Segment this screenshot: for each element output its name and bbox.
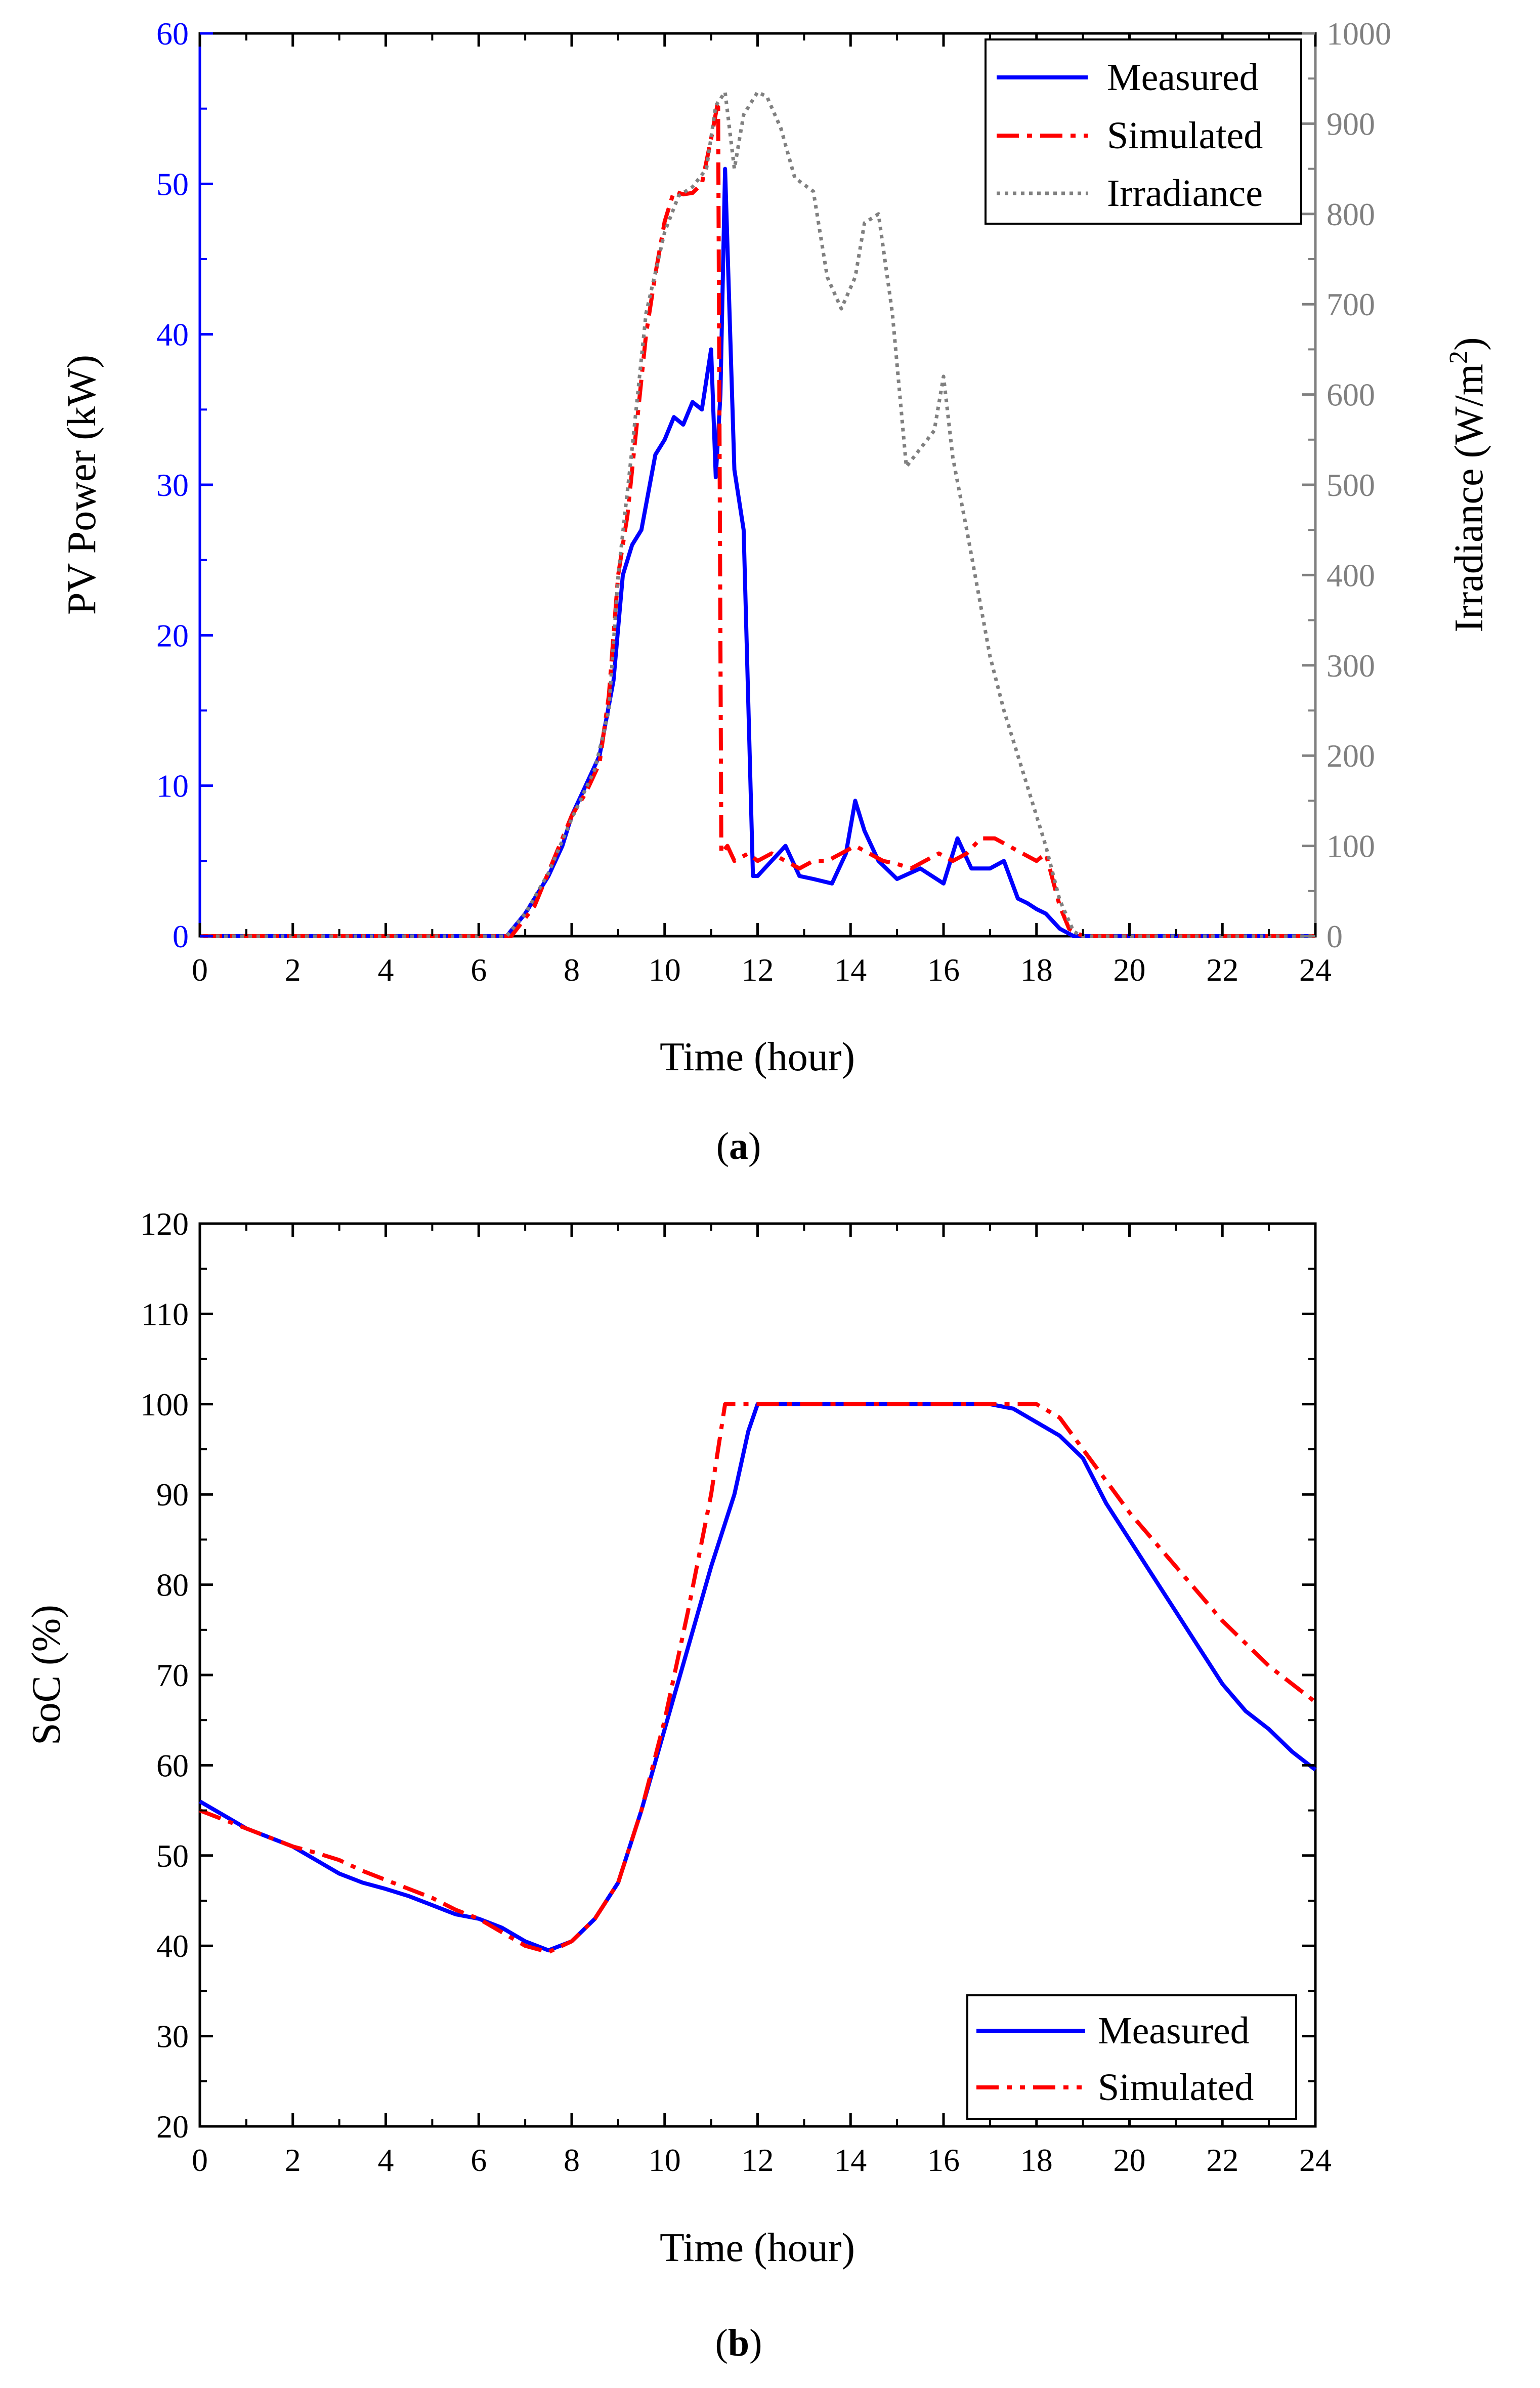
chart-a-x-tick-label: 20 <box>1114 952 1146 988</box>
chart-a-y2-tick-label: 600 <box>1327 377 1375 413</box>
chart-a-x-axis-label: Time (hour) <box>660 1035 855 1079</box>
chart-b-x-tick-label: 24 <box>1299 2142 1332 2178</box>
legend-b-measured-label: Measured <box>1098 2009 1250 2052</box>
chart-a-y-tick-label: 60 <box>156 16 189 52</box>
chart-b-x-tick-label: 20 <box>1114 2142 1146 2178</box>
chart-b-y-tick-label: 90 <box>156 1477 189 1513</box>
chart-a-x-tick-label: 18 <box>1020 952 1053 988</box>
chart-a-y2-tick-label: 0 <box>1327 918 1343 954</box>
chart-a-y-axis-label: PV Power (kW) <box>60 355 104 615</box>
chart-a-y-tick-label: 10 <box>156 768 189 804</box>
chart-b-y-tick-label: 70 <box>156 1657 189 1693</box>
chart-a-y2-tick-label: 900 <box>1327 106 1375 142</box>
chart-a-y2-tick-label: 700 <box>1327 286 1375 322</box>
chart-a-y2-tick-label: 1000 <box>1327 16 1391 52</box>
chart-b-x-tick-label: 2 <box>285 2142 301 2178</box>
chart-b-soc: 0 2 4 6 8 10 12 14 16 18 20 22 24 203040506070809010… <box>24 1206 1332 2364</box>
chart-a-y2-tick-label: 200 <box>1327 738 1375 774</box>
chart-a-legend: Measured Simulated Irradiance <box>985 38 1302 225</box>
chart-b-x-tick-label: 6 <box>470 2142 487 2178</box>
chart-b-x-tick-label: 0 <box>192 2142 208 2178</box>
chart-a-series-simulated-line <box>200 99 1315 938</box>
chart-b-x-tick-label: 18 <box>1020 2142 1053 2178</box>
legend-a-irradiance-label: Irradiance <box>1107 172 1263 215</box>
chart-b-series-measured-line <box>198 1402 1317 1953</box>
chart-a-x-tick-label: 24 <box>1299 952 1332 988</box>
chart-a-x-tick-label: 16 <box>927 952 960 988</box>
chart-b-caption: (b) <box>715 2322 762 2364</box>
chart-b-x-tick-label: 14 <box>834 2142 867 2178</box>
chart-a-x-tick-label: 10 <box>649 952 681 988</box>
chart-b-y-tick-label: 50 <box>156 1838 189 1874</box>
chart-a-y2-tick-label: 300 <box>1327 648 1375 684</box>
chart-a-y2-tick-label: 800 <box>1327 196 1375 232</box>
chart-b-y-tick-label: 40 <box>156 1928 189 1964</box>
chart-b-series-simulated-line <box>199 1402 1317 1954</box>
legend-a-simulated-label: Simulated <box>1107 114 1263 157</box>
chart-a-y-tick-label: 20 <box>156 617 189 653</box>
chart-b-y-tick-label: 120 <box>140 1206 189 1242</box>
chart-b-legend: Measured Simulated <box>966 1994 1297 2120</box>
chart-b-y-tick-label: 110 <box>141 1296 189 1332</box>
chart-a-y-tick-label: 40 <box>156 317 189 353</box>
chart-b-x-tick-label: 4 <box>378 2142 394 2178</box>
chart-b-y-tick-label: 80 <box>156 1567 189 1603</box>
chart-b-legend-box <box>966 1994 1297 2120</box>
chart-a-x-tick-label: 4 <box>378 952 394 988</box>
chart-b-x-tick-label: 8 <box>564 2142 580 2178</box>
chart-a-y-tick-label: 50 <box>156 166 189 202</box>
chart-a-x-tick-label: 12 <box>742 952 774 988</box>
legend-b-simulated-label: Simulated <box>1098 2066 1254 2109</box>
chart-b-x-tick-label: 10 <box>649 2142 681 2178</box>
chart-a-y2-tick-label: 500 <box>1327 467 1375 503</box>
chart-a-x-tick-label: 0 <box>192 952 208 988</box>
chart-b-y-tick-label: 60 <box>156 1747 189 1783</box>
chart-b-x-axis-label: Time (hour) <box>660 2226 855 2270</box>
chart-a-x-tick-label: 14 <box>834 952 867 988</box>
chart-a-x-tick-label: 2 <box>285 952 301 988</box>
chart-b-x-tick-label: 22 <box>1206 2142 1238 2178</box>
chart-b-y-tick-label: 30 <box>156 2019 189 2055</box>
chart-a-y-tick-label: 0 <box>173 918 189 954</box>
chart-a-series-measured-line <box>200 166 1315 938</box>
chart-a-x-tick-label: 22 <box>1206 952 1238 988</box>
chart-a-x-tick-label: 6 <box>470 952 487 988</box>
chart-a-y2-tick-label: 400 <box>1327 557 1375 593</box>
chart-b-y-axis-label: SoC (%) <box>24 1605 69 1745</box>
chart-b-y-tick-label: 100 <box>140 1387 189 1422</box>
chart-b-x-tick-label: 12 <box>742 2142 774 2178</box>
chart-a-y2-axis-label: Irradiance (W/m2) <box>1444 337 1491 632</box>
chart-a-y2-tick-label: 100 <box>1327 828 1375 864</box>
chart-a-x-tick-label: 8 <box>564 952 580 988</box>
chart-a-series-irradiance-line <box>200 90 1315 938</box>
chart-b-x-tick-label: 16 <box>927 2142 960 2178</box>
legend-a-measured-label: Measured <box>1107 56 1259 99</box>
chart-b-y-tick-label: 20 <box>156 2109 189 2145</box>
chart-a-y-tick-label: 30 <box>156 467 189 503</box>
chart-b-plot-frame <box>198 1222 1317 2128</box>
chart-a-caption: (a) <box>716 1125 761 1167</box>
